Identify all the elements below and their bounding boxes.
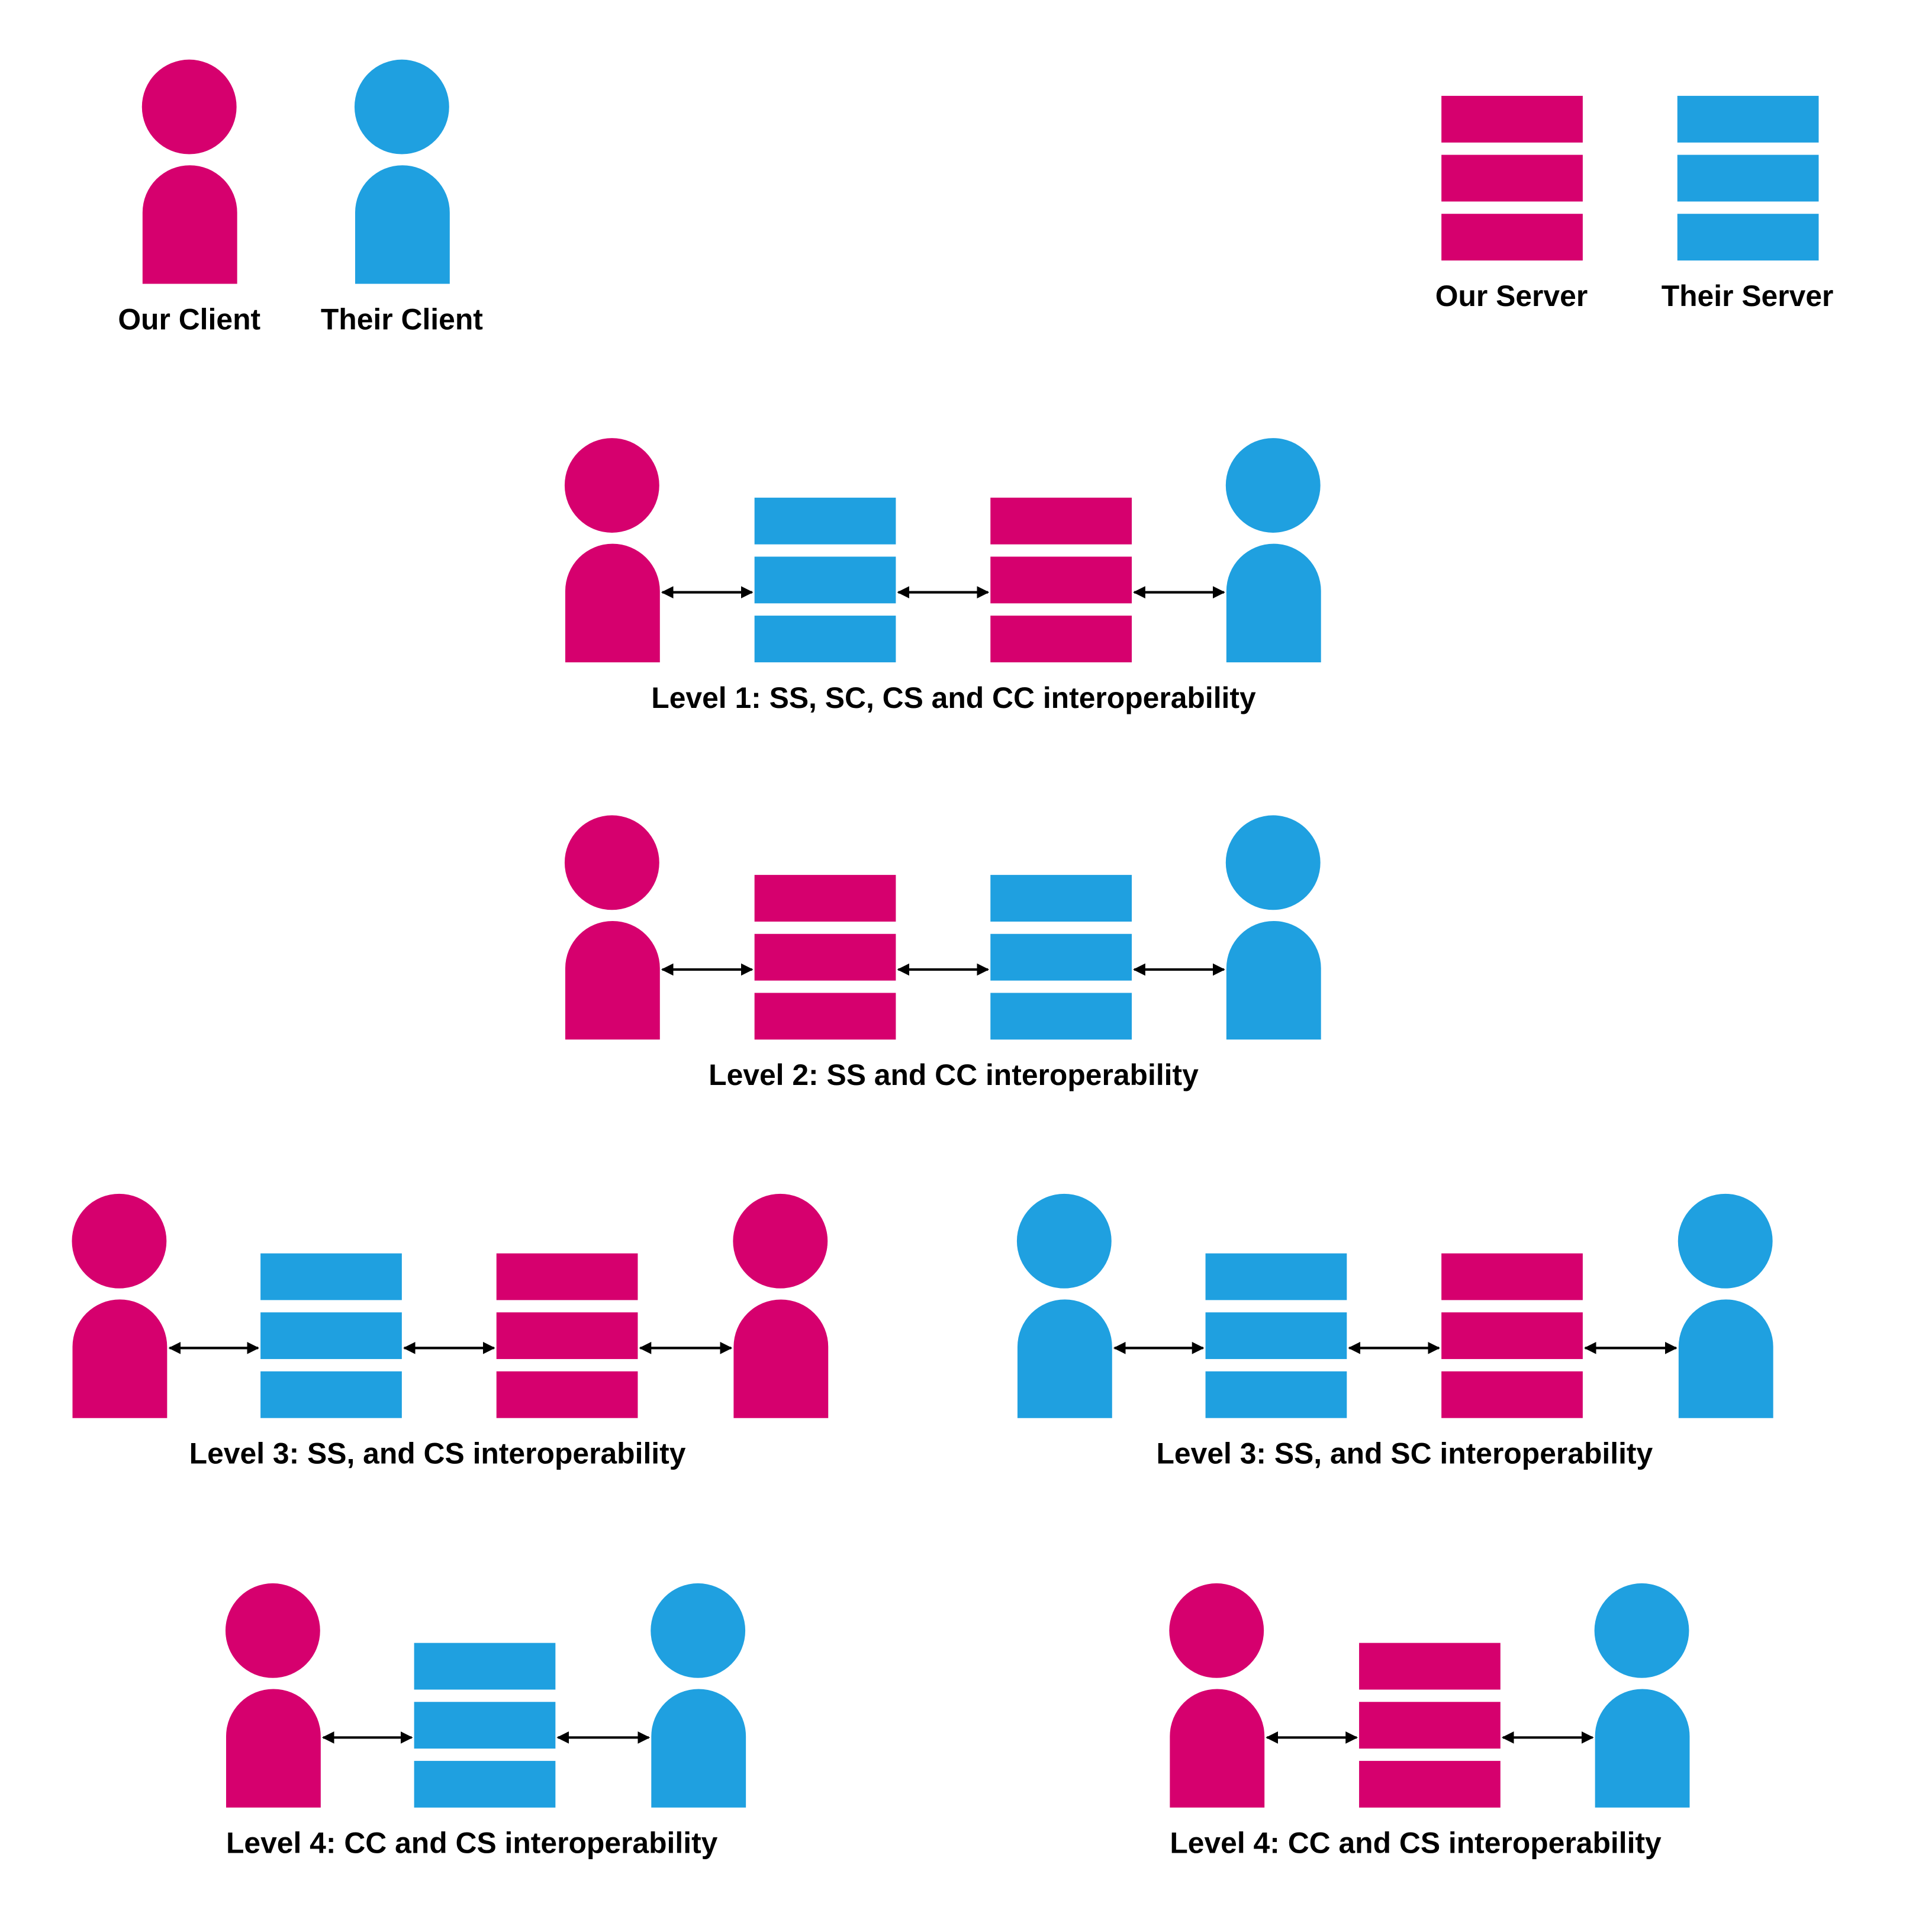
- scenario-level-4-right: Level 4: CC and CS interoperability: [1169, 1583, 1690, 1860]
- scenario-1-node-our-server: [990, 497, 1132, 662]
- scenario-level-4-left: Level 4: CC and CS interoperability: [225, 1583, 746, 1860]
- scenario-level-3-right: Level 3: SS, and SC interoperability: [1016, 1193, 1773, 1470]
- our-server-icon: [1441, 95, 1583, 261]
- scenario-5-node-our-client: [225, 1583, 321, 1808]
- legend-our-client-label: Our Client: [118, 302, 260, 336]
- scenario-4-node-their-server: [1205, 1253, 1347, 1418]
- scenario-4-node-our-server: [1441, 1253, 1583, 1418]
- scenario-3-node-our-client-left: [72, 1193, 168, 1418]
- scenario-4-node-their-client-right: [1678, 1193, 1773, 1418]
- their-server-icon: [1677, 95, 1819, 261]
- scenario-2-node-our-server: [754, 875, 896, 1040]
- scenario-4-node-their-client-left: [1016, 1193, 1112, 1418]
- scenario-2-node-their-client: [1225, 815, 1321, 1040]
- legend-our-client: Our Client: [118, 59, 260, 336]
- scenario-3-node-their-server: [260, 1253, 402, 1418]
- legend-our-server-label: Our Server: [1435, 279, 1588, 313]
- scenario-2-node-our-client: [564, 815, 660, 1040]
- scenario-level-2: Level 2: SS and CC interoperability: [564, 815, 1321, 1091]
- scenario-2-node-their-server: [990, 875, 1132, 1040]
- scenario-3-label: Level 3: SS, and CS interoperability: [189, 1437, 686, 1470]
- scenario-3-node-our-server: [496, 1253, 638, 1418]
- scenario-1-node-our-client: [564, 438, 660, 662]
- legend-their-server: Their Server: [1662, 95, 1834, 313]
- scenario-5-node-their-server: [414, 1643, 556, 1808]
- scenario-1-node-their-server: [754, 497, 896, 662]
- scenario-3-node-our-client-right: [733, 1193, 829, 1418]
- scenario-4-label: Level 3: SS, and SC interoperability: [1156, 1437, 1653, 1470]
- scenario-6-node-their-client: [1594, 1583, 1690, 1808]
- legend-their-client: Their Client: [321, 59, 483, 336]
- scenario-1-label: Level 1: SS, SC, CS and CC interoperabil…: [651, 681, 1256, 714]
- scenario-6-node-our-client: [1169, 1583, 1265, 1808]
- scenario-2-label: Level 2: SS and CC interoperability: [709, 1058, 1199, 1091]
- legend-their-client-label: Their Client: [321, 302, 483, 336]
- scenario-1-node-their-client: [1225, 438, 1321, 662]
- scenario-level-3-left: Level 3: SS, and CS interoperability: [72, 1193, 829, 1470]
- scenario-5-node-their-client: [651, 1583, 746, 1808]
- scenario-5-label: Level 4: CC and CS interoperability: [226, 1827, 718, 1860]
- scenario-6-node-our-server: [1359, 1643, 1501, 1808]
- legend-their-server-label: Their Server: [1662, 279, 1834, 313]
- legend: Our Client Their Client Our Server: [118, 59, 1834, 336]
- their-client-person-icon: [354, 59, 450, 284]
- scenario-6-label: Level 4: CC and CS interoperability: [1170, 1827, 1662, 1860]
- legend-our-server: Our Server: [1435, 95, 1588, 313]
- scenario-level-1: Level 1: SS, SC, CS and CC interoperabil…: [564, 438, 1321, 714]
- our-client-person-icon: [141, 59, 237, 284]
